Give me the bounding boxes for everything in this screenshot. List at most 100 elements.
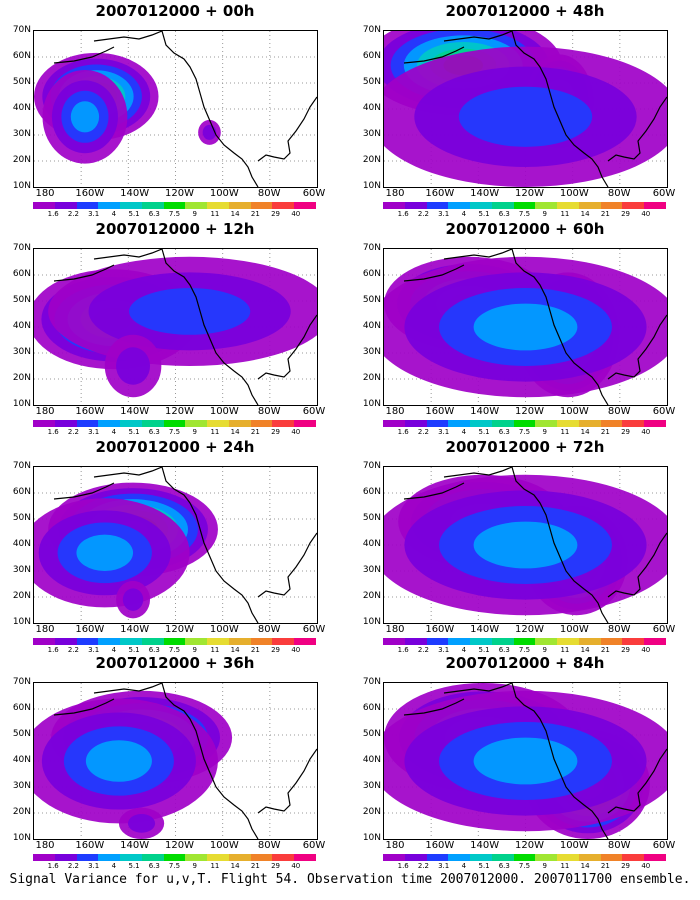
map-area — [383, 248, 668, 406]
colorbar-label: 6.3 — [148, 210, 160, 218]
lat-tick-label: 50N — [12, 729, 31, 739]
colorbar-label: 3.1 — [438, 646, 450, 654]
coastline — [161, 683, 317, 839]
lon-tick-label: 180 — [385, 840, 405, 851]
colorbar-swatch — [426, 638, 449, 645]
colorbar-label: 6.3 — [498, 210, 510, 218]
lon-tick-label: 160W — [425, 624, 455, 635]
colorbar-label: 4 — [111, 428, 117, 436]
map-area — [383, 682, 668, 840]
lat-tick-label: 20N — [362, 807, 381, 817]
colorbar-label: 4 — [461, 862, 467, 870]
colorbar-labels: 1.6 2.2 3.1 4 5.1 6.3 7.5 9 11 14 21 29 40 — [33, 646, 316, 655]
colorbar-label: 14 — [230, 646, 240, 654]
colorbar-swatch — [513, 202, 536, 209]
colorbar-label: 29 — [621, 428, 631, 436]
map-area — [383, 30, 668, 188]
map-panel-36h: 2007012000 + 36h 70N 60N 50N 40N 30N 20N 10N 18… — [0, 652, 350, 870]
variance-field — [384, 249, 667, 405]
colorbar-swatch — [578, 638, 601, 645]
colorbar-swatch — [250, 202, 273, 209]
colorbar-label: 4 — [111, 210, 117, 218]
colorbar-label: 4 — [461, 428, 467, 436]
colorbar-labels: 1.6 2.2 3.1 4 5.1 6.3 7.5 9 11 14 21 29 40 — [33, 862, 316, 871]
lon-tick-label: 180 — [35, 188, 55, 199]
colorbar-swatch — [207, 854, 229, 861]
lat-tick-label: 70N — [362, 677, 381, 687]
colorbar-swatch — [272, 638, 295, 645]
coastline — [403, 698, 465, 716]
lat-tick-label: 60N — [12, 703, 31, 713]
lat-tick-label: 40N — [362, 103, 381, 113]
colorbar-swatch — [622, 638, 645, 645]
colorbar-label: 7.5 — [518, 210, 531, 218]
colorbar-swatch — [185, 854, 208, 861]
map-area — [33, 30, 318, 188]
lat-tick-label: 10N — [12, 399, 31, 409]
colorbar-label: 3.1 — [88, 210, 100, 218]
colorbar — [383, 854, 666, 861]
map-panel-84h: 2007012000 + 84h 70N 60N 50N 40N 30N 20N 10N 18… — [350, 652, 700, 870]
colorbar-swatch — [513, 638, 536, 645]
lat-tick-label: 60N — [362, 269, 381, 279]
variance-contour — [116, 347, 151, 385]
colorbar-swatch — [404, 854, 427, 861]
lat-tick-label: 10N — [12, 833, 31, 843]
lon-tick-label: 100W — [559, 840, 589, 851]
colorbar-swatch — [600, 202, 623, 209]
colorbar-label: 6.3 — [148, 646, 160, 654]
colorbar-label: 2.2 — [417, 862, 429, 870]
colorbar-label: 9 — [542, 210, 547, 218]
colorbar-label: 1.6 — [397, 210, 409, 218]
lon-tick-label: 80W — [257, 840, 281, 851]
colorbar-swatch — [578, 202, 601, 209]
colorbar-label: 5.1 — [478, 862, 490, 870]
colorbar-label: 40 — [291, 646, 301, 654]
coastline — [511, 683, 667, 839]
colorbar — [383, 638, 666, 645]
colorbar-label: 2.2 — [417, 428, 429, 436]
colorbar-swatch — [228, 202, 251, 209]
lon-tick-label: 140W — [470, 840, 500, 851]
panel-title: 2007012000 + 48h — [445, 2, 605, 20]
colorbar-swatch — [383, 638, 405, 645]
colorbar-label: 1.6 — [397, 428, 409, 436]
colorbar-swatch — [163, 854, 186, 861]
colorbar-label: 5.1 — [478, 210, 490, 218]
colorbar-labels: 1.6 2.2 3.1 4 5.1 6.3 7.5 9 11 14 21 29 40 — [33, 210, 316, 219]
colorbar-swatch — [54, 420, 77, 427]
lon-tick-label: 180 — [385, 188, 405, 199]
lat-tick-label: 20N — [12, 373, 31, 383]
colorbar-label: 21 — [250, 428, 260, 436]
coastline — [161, 31, 317, 187]
lat-tick-label: 10N — [362, 833, 381, 843]
coastline — [511, 467, 667, 623]
colorbar-swatch — [76, 638, 99, 645]
colorbar-swatch — [33, 202, 55, 209]
colorbar-label: 29 — [271, 210, 281, 218]
colorbar-label: 14 — [580, 646, 590, 654]
colorbar-label: 9 — [542, 646, 547, 654]
colorbar-label: 2.2 — [67, 862, 79, 870]
map-panel-48h: 2007012000 + 48h 70N 60N 50N 40N 30N 20N 10N 18… — [350, 0, 700, 218]
variance-field — [34, 249, 317, 405]
colorbar-label: 29 — [271, 428, 281, 436]
lat-tick-label: 10N — [12, 181, 31, 191]
lon-tick-label: 60W — [302, 840, 326, 851]
colorbar-swatch — [228, 420, 251, 427]
lat-tick-label: 30N — [12, 129, 31, 139]
colorbar-swatch — [163, 638, 186, 645]
colorbar-swatch — [120, 854, 142, 861]
coastline — [403, 482, 465, 500]
variance-field — [34, 31, 317, 187]
lat-tick-label: 60N — [12, 487, 31, 497]
lat-tick-label: 40N — [12, 539, 31, 549]
colorbar-label: 11 — [210, 428, 220, 436]
colorbar-label: 4 — [111, 862, 117, 870]
lat-tick-label: 20N — [362, 155, 381, 165]
lat-tick-label: 30N — [12, 565, 31, 575]
lat-tick-label: 10N — [362, 399, 381, 409]
colorbar-swatch — [622, 202, 645, 209]
colorbar-label: 7.5 — [518, 428, 531, 436]
colorbar — [383, 202, 666, 209]
